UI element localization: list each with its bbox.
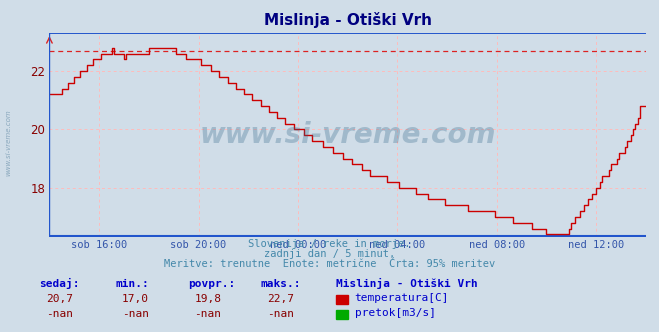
Text: maks.:: maks.: bbox=[260, 279, 301, 289]
Text: Meritve: trenutne  Enote: metrične  Črta: 95% meritev: Meritve: trenutne Enote: metrične Črta: … bbox=[164, 259, 495, 269]
Text: www.si-vreme.com: www.si-vreme.com bbox=[200, 121, 496, 149]
Text: sedaj:: sedaj: bbox=[40, 278, 80, 289]
Text: zadnji dan / 5 minut.: zadnji dan / 5 minut. bbox=[264, 249, 395, 259]
Text: povpr.:: povpr.: bbox=[188, 279, 235, 289]
Text: Slovenija / reke in morje.: Slovenija / reke in morje. bbox=[248, 239, 411, 249]
Text: www.si-vreme.com: www.si-vreme.com bbox=[5, 109, 12, 176]
Text: -nan: -nan bbox=[267, 309, 294, 319]
Text: pretok[m3/s]: pretok[m3/s] bbox=[355, 308, 436, 318]
Text: 22,7: 22,7 bbox=[267, 294, 294, 304]
Text: -nan: -nan bbox=[122, 309, 149, 319]
Text: -nan: -nan bbox=[194, 309, 221, 319]
Text: 19,8: 19,8 bbox=[194, 294, 221, 304]
Text: -nan: -nan bbox=[46, 309, 73, 319]
Text: min.:: min.: bbox=[115, 279, 149, 289]
Text: Mislinja - Otiški Vrh: Mislinja - Otiški Vrh bbox=[336, 278, 478, 289]
Text: temperatura[C]: temperatura[C] bbox=[355, 293, 449, 303]
Text: 17,0: 17,0 bbox=[122, 294, 149, 304]
Text: 20,7: 20,7 bbox=[46, 294, 73, 304]
Title: Mislinja - Otiški Vrh: Mislinja - Otiški Vrh bbox=[264, 12, 432, 28]
